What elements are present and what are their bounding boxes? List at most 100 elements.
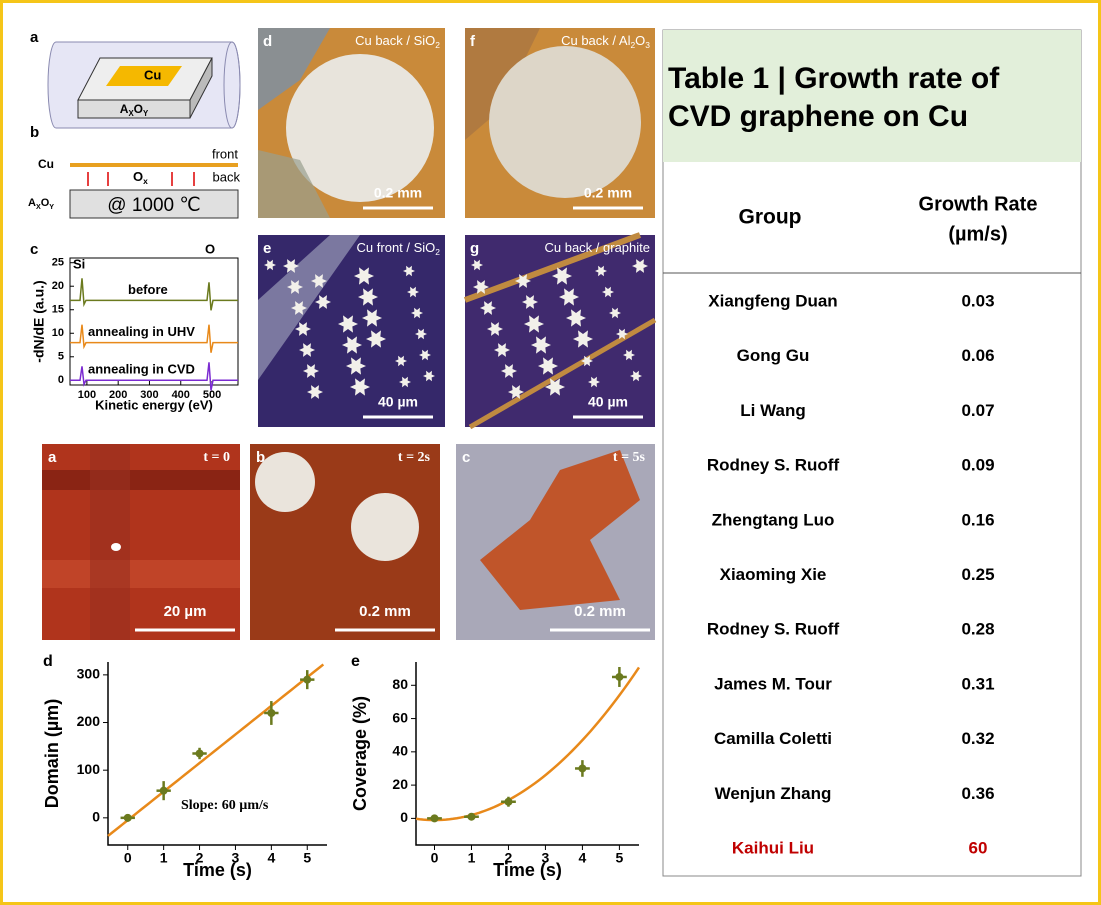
label: b bbox=[30, 124, 39, 141]
scale-label: 20 µm bbox=[164, 603, 207, 620]
y-tick-label: 80 bbox=[392, 676, 408, 692]
star-domain bbox=[588, 376, 600, 388]
growth-rate: 0.36 bbox=[961, 784, 994, 803]
group-name: Xiaoming Xie bbox=[720, 565, 827, 584]
star-domain bbox=[522, 295, 538, 309]
y-tick-label: 15 bbox=[52, 304, 64, 316]
x-tick-label: 300 bbox=[140, 389, 158, 401]
panel-label: b bbox=[256, 449, 265, 466]
photo-caption-part: 2 bbox=[435, 40, 440, 50]
growth-rate: 0.07 bbox=[961, 401, 994, 420]
star-domain bbox=[342, 336, 362, 354]
star-domain bbox=[494, 343, 510, 357]
x-tick-label: 1 bbox=[468, 850, 476, 866]
panel-label: a bbox=[48, 449, 57, 466]
panel-label: c bbox=[462, 449, 470, 466]
growth-rate: 0.09 bbox=[961, 456, 994, 475]
x-tick-label: 0 bbox=[431, 850, 439, 866]
x-tick-label: 3 bbox=[232, 850, 240, 866]
label-part: X bbox=[36, 203, 41, 211]
star-domain bbox=[311, 274, 327, 288]
photo-caption-part: Cu back / Al bbox=[561, 33, 630, 48]
annealing-schematic bbox=[69, 163, 239, 219]
furnace-schematic bbox=[47, 41, 241, 129]
scale-label: 40 µm bbox=[378, 394, 418, 410]
star-domain bbox=[508, 385, 524, 399]
star-domain bbox=[559, 288, 579, 306]
group-name: Camilla Coletti bbox=[714, 729, 832, 748]
x-axis-label: Time (s) bbox=[183, 860, 252, 880]
star-domain bbox=[362, 309, 382, 327]
x-tick-label: 4 bbox=[267, 850, 275, 866]
star-domain bbox=[632, 259, 648, 273]
star-domain bbox=[338, 315, 358, 333]
star-domain bbox=[346, 357, 366, 375]
y-axis-label: Coverage (%) bbox=[350, 696, 370, 811]
label: Cu bbox=[38, 157, 54, 171]
time-label: t = 2s bbox=[398, 450, 431, 465]
table-title-bg bbox=[663, 30, 1081, 162]
group-name: Zhengtang Luo bbox=[712, 510, 835, 529]
time-label: t = 5s bbox=[613, 450, 646, 465]
panel-label: d bbox=[43, 653, 53, 670]
point bbox=[195, 749, 204, 758]
micrographs bbox=[42, 28, 657, 640]
star-domain bbox=[399, 376, 411, 388]
point bbox=[430, 814, 439, 823]
x-tick-label: 400 bbox=[172, 389, 190, 401]
y-tick-label: 0 bbox=[58, 374, 64, 386]
scale-label: 0.2 mm bbox=[584, 185, 632, 201]
star-domain bbox=[407, 286, 419, 298]
group-name: Rodney S. Ruoff bbox=[707, 456, 840, 475]
star-domain bbox=[295, 322, 311, 336]
star-domain bbox=[287, 280, 303, 294]
star-domain bbox=[419, 349, 431, 361]
star-domain bbox=[531, 336, 551, 354]
star-domain bbox=[423, 370, 435, 382]
time-label: t = 0 bbox=[203, 450, 230, 465]
label: AXOY bbox=[120, 102, 149, 118]
y-tick-label: 100 bbox=[77, 761, 101, 777]
y-axis-label: Domain (µm) bbox=[42, 699, 62, 808]
group-name: Wenjun Zhang bbox=[715, 784, 832, 803]
photo-caption: Cu back / SiO2 bbox=[355, 33, 440, 50]
photo-caption-part: Cu back / graphite bbox=[544, 240, 650, 255]
point bbox=[303, 675, 312, 684]
fit-line bbox=[107, 663, 325, 837]
star-domain bbox=[609, 307, 621, 319]
group-name: James M. Tour bbox=[714, 674, 832, 693]
point bbox=[578, 764, 587, 773]
point bbox=[123, 813, 132, 822]
label-part: O bbox=[41, 197, 50, 209]
y-tick-label: 5 bbox=[58, 351, 64, 363]
growth-rate: 60 bbox=[969, 838, 988, 857]
star-domain bbox=[545, 378, 565, 396]
growth-rate: 0.28 bbox=[961, 620, 994, 639]
star-domain bbox=[350, 378, 370, 396]
x-tick-label: 2 bbox=[196, 850, 204, 866]
star-domain bbox=[501, 364, 517, 378]
panel-label: d bbox=[263, 33, 272, 50]
label: AXOY bbox=[28, 197, 54, 211]
y-tick-label: 200 bbox=[77, 713, 101, 729]
label-part: A bbox=[120, 102, 129, 116]
label: Cu bbox=[144, 67, 161, 82]
x-tick-label: 100 bbox=[78, 389, 96, 401]
x-tick-label: 1 bbox=[160, 850, 168, 866]
star-domain bbox=[623, 349, 635, 361]
label: @ 1000 ℃ bbox=[107, 195, 200, 216]
label-part: O bbox=[133, 169, 143, 184]
y-tick-label: 20 bbox=[52, 280, 64, 292]
star-domain bbox=[480, 301, 496, 315]
x-tick-label: 0 bbox=[124, 850, 132, 866]
x-axis-label: Time (s) bbox=[493, 860, 562, 880]
y-tick-label: 0 bbox=[400, 809, 408, 825]
star-domain bbox=[395, 355, 407, 367]
axes bbox=[415, 662, 639, 846]
star-domain bbox=[630, 370, 642, 382]
group-name: Gong Gu bbox=[737, 346, 810, 365]
label-part: Y bbox=[143, 109, 149, 118]
scale-label: 40 µm bbox=[588, 394, 628, 410]
star-domain bbox=[552, 267, 572, 285]
